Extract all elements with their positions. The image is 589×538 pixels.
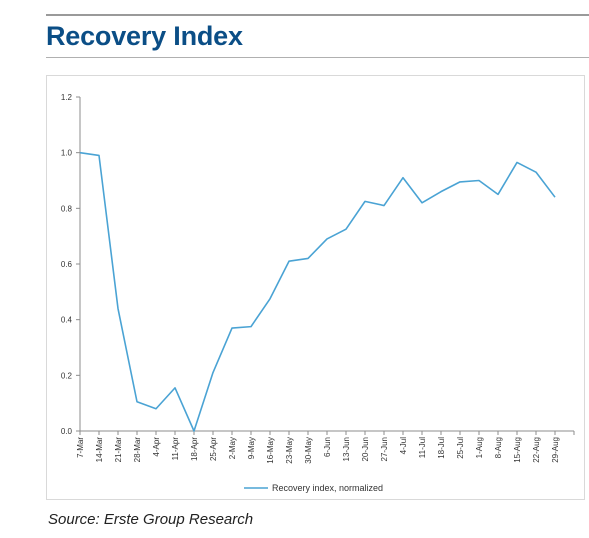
y-tick-label: 0.4 xyxy=(61,316,73,325)
x-tick-label: 13-Jun xyxy=(342,437,351,461)
x-tick-label: 6-Jun xyxy=(323,437,332,457)
page-title: Recovery Index xyxy=(46,21,243,51)
x-tick-label: 15-Aug xyxy=(513,437,522,463)
chart-container: 0.0 0.2 0.4 0.6 0.8 1.0 1.2 7-Mar 14-Mar 21-Mar 2… xyxy=(46,75,585,500)
y-tick-label: 0.2 xyxy=(61,371,73,380)
y-tick-label: 0.0 xyxy=(61,427,73,436)
x-tick-label: 11-Jul xyxy=(418,437,427,458)
source-note: Source: Erste Group Research xyxy=(48,511,254,528)
x-axis: 7-Mar 14-Mar 21-Mar 28-Mar 4-Apr 11-Apr 18-Apr… xyxy=(76,430,575,464)
series-line xyxy=(79,151,556,432)
legend: Recovery index, normalized xyxy=(244,483,383,493)
x-tick-label: 7-Mar xyxy=(76,437,85,458)
top-rule xyxy=(46,14,589,16)
x-tick-label: 23-May xyxy=(285,437,294,464)
x-tick-label: 28-Mar xyxy=(133,437,142,463)
x-tick-label: 21-Mar xyxy=(114,437,123,463)
x-tick-label: 14-Mar xyxy=(95,437,104,463)
x-tick-label: 18-Jul xyxy=(437,437,446,459)
x-tick-label: 4-Apr xyxy=(152,437,161,457)
line-chart: 0.0 0.2 0.4 0.6 0.8 1.0 1.2 7-Mar 14-Mar 21-Mar 2… xyxy=(61,93,575,493)
x-tick-label: 11-Apr xyxy=(171,437,180,461)
x-tick-label: 20-Jun xyxy=(361,437,370,461)
series-layer xyxy=(79,151,556,432)
y-tick-label: 0.8 xyxy=(61,204,73,213)
x-tick-label: 22-Aug xyxy=(532,437,541,463)
x-tick-label: 27-Jun xyxy=(380,437,389,461)
legend-label: Recovery index, normalized xyxy=(272,483,383,493)
x-tick-label: 29-Aug xyxy=(551,437,560,463)
title-rule xyxy=(46,57,589,58)
y-tick-label: 1.0 xyxy=(61,149,73,158)
x-tick-label: 2-May xyxy=(228,437,237,459)
x-tick-label: 18-Apr xyxy=(190,437,199,461)
y-tick-label: 1.2 xyxy=(61,93,73,102)
x-tick-label: 25-Jul xyxy=(456,437,465,459)
x-tick-label: 30-May xyxy=(304,437,313,464)
x-tick-label: 9-May xyxy=(247,437,256,459)
x-tick-label: 4-Jul xyxy=(399,437,408,455)
x-tick-label: 25-Apr xyxy=(209,437,218,461)
x-tick-label: 16-May xyxy=(266,437,275,464)
y-tick-label: 0.6 xyxy=(61,260,73,269)
x-tick-label: 8-Aug xyxy=(494,437,503,458)
x-tick-label: 1-Aug xyxy=(475,437,484,458)
y-axis: 0.0 0.2 0.4 0.6 0.8 1.0 1.2 xyxy=(61,93,81,436)
